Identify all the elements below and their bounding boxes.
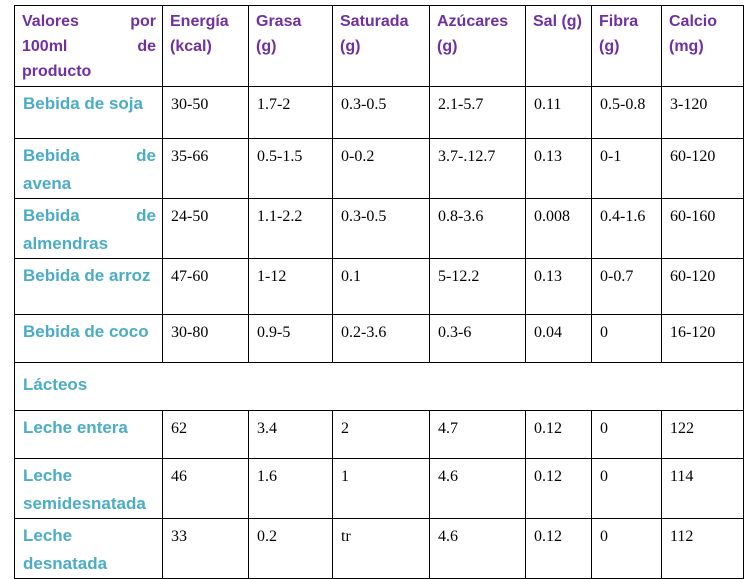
table-row: Leche entera 62 3.4 2 4.7 0.12 0 122 (14, 410, 744, 459)
value-cell: 30-80 (162, 314, 249, 363)
value-cell: 0.008 (525, 198, 592, 259)
row-label: Bebida de soja (14, 86, 163, 139)
section-label: Lácteos (14, 362, 744, 411)
value-cell: 0-1 (591, 138, 662, 199)
value-cell: 0-0.7 (591, 258, 662, 315)
value-cell: 1.6 (248, 458, 333, 519)
row-label: Bebida de coco (14, 314, 163, 363)
value-cell: 1 (332, 458, 430, 519)
table-row: Leche semidesnatada 46 1.6 1 4.6 0.12 0 … (14, 458, 744, 519)
value-cell: 0 (591, 518, 662, 579)
value-cell: 16-120 (661, 314, 744, 363)
value-cell: 2 (332, 410, 430, 459)
value-cell: 1.1-2.2 (248, 198, 333, 259)
value-cell: 62 (162, 410, 249, 459)
table-row: Bebida de arroz 47-60 1-12 0.1 5-12.2 0.… (14, 258, 744, 315)
value-cell: 0.3-0.5 (332, 86, 430, 139)
row-label: Bebida de avena (14, 138, 163, 199)
value-cell: 0-0.2 (332, 138, 430, 199)
value-cell: 35-66 (162, 138, 249, 199)
row-label: Leche entera (14, 410, 163, 459)
value-cell: 30-50 (162, 86, 249, 139)
value-cell: 0.04 (525, 314, 592, 363)
value-cell: 122 (661, 410, 744, 459)
value-cell: 5-12.2 (429, 258, 526, 315)
header-cell: Azúcares (g) (429, 5, 526, 87)
header-cell: Valores por 100ml de producto (14, 5, 163, 87)
row-label: Leche semidesnatada (14, 458, 163, 519)
value-cell: 47-60 (162, 258, 249, 315)
value-cell: 60-120 (661, 138, 744, 199)
value-cell: 0.11 (525, 86, 592, 139)
value-cell: 0.1 (332, 258, 430, 315)
header-cell: Sal (g) (525, 5, 592, 87)
value-cell: 46 (162, 458, 249, 519)
header-cell: Saturada (g) (332, 5, 430, 87)
table-row: Bebida de avena 35-66 0.5-1.5 0-0.2 3.7-… (14, 138, 744, 199)
value-cell: 0 (591, 410, 662, 459)
value-cell: 0.13 (525, 138, 592, 199)
value-cell: 4.7 (429, 410, 526, 459)
header-cell: Calcio (mg) (661, 5, 744, 87)
value-cell: 2.1-5.7 (429, 86, 526, 139)
value-cell: 3.7-.12.7 (429, 138, 526, 199)
value-cell: 0.8-3.6 (429, 198, 526, 259)
value-cell: 0.12 (525, 458, 592, 519)
value-cell: 0.3-6 (429, 314, 526, 363)
row-label: Bebida de arroz (14, 258, 163, 315)
header-cell: Fibra (g) (591, 5, 662, 87)
value-cell: 0.5-0.8 (591, 86, 662, 139)
value-cell: 3.4 (248, 410, 333, 459)
value-cell: 0.13 (525, 258, 592, 315)
value-cell: 0.4-1.6 (591, 198, 662, 259)
value-cell: 0.2 (248, 518, 333, 579)
header-cell: Grasa (g) (248, 5, 333, 87)
value-cell: 0.2-3.6 (332, 314, 430, 363)
value-cell: 0.12 (525, 518, 592, 579)
row-label: Leche desnatada (14, 518, 163, 579)
table-row: Bebida de almendras 24-50 1.1-2.2 0.3-0.… (14, 198, 744, 259)
value-cell: 112 (661, 518, 744, 579)
value-cell: 4.6 (429, 458, 526, 519)
value-cell: 0.9-5 (248, 314, 333, 363)
value-cell: 0 (591, 458, 662, 519)
header-row: Valores por 100ml de producto Energía (k… (14, 5, 744, 87)
value-cell: 114 (661, 458, 744, 519)
value-cell: 1.7-2 (248, 86, 333, 139)
value-cell: 0.12 (525, 410, 592, 459)
value-cell: 0.5-1.5 (248, 138, 333, 199)
value-cell: 0.3-0.5 (332, 198, 430, 259)
section-row: Lácteos (14, 362, 744, 411)
value-cell: 0 (591, 314, 662, 363)
row-label: Bebida de almendras (14, 198, 163, 259)
table-row: Leche desnatada 33 0.2 tr 4.6 0.12 0 112 (14, 518, 744, 579)
nutrition-table: Valores por 100ml de producto Energía (k… (14, 5, 744, 579)
table-row: Bebida de soja 30-50 1.7-2 0.3-0.5 2.1-5… (14, 86, 744, 139)
value-cell: 4.6 (429, 518, 526, 579)
header-cell: Energía (kcal) (162, 5, 249, 87)
value-cell: 33 (162, 518, 249, 579)
value-cell: 24-50 (162, 198, 249, 259)
value-cell: 1-12 (248, 258, 333, 315)
value-cell: tr (332, 518, 430, 579)
value-cell: 3-120 (661, 86, 744, 139)
value-cell: 60-160 (661, 198, 744, 259)
value-cell: 60-120 (661, 258, 744, 315)
table-row: Bebida de coco 30-80 0.9-5 0.2-3.6 0.3-6… (14, 314, 744, 363)
